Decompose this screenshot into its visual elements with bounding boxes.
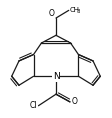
Text: N: N xyxy=(53,72,59,81)
Text: O: O xyxy=(48,9,54,18)
Text: CH: CH xyxy=(70,7,80,13)
Text: O: O xyxy=(71,97,77,106)
Text: 3: 3 xyxy=(77,9,80,14)
Text: Cl: Cl xyxy=(30,101,37,110)
